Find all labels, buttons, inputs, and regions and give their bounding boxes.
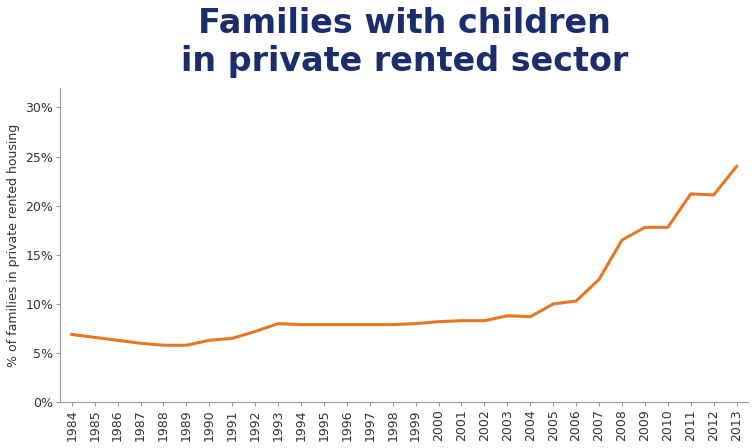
Y-axis label: % of families in private rented housing: % of families in private rented housing <box>7 123 20 366</box>
Title: Families with children
in private rented sector: Families with children in private rented… <box>180 7 628 78</box>
